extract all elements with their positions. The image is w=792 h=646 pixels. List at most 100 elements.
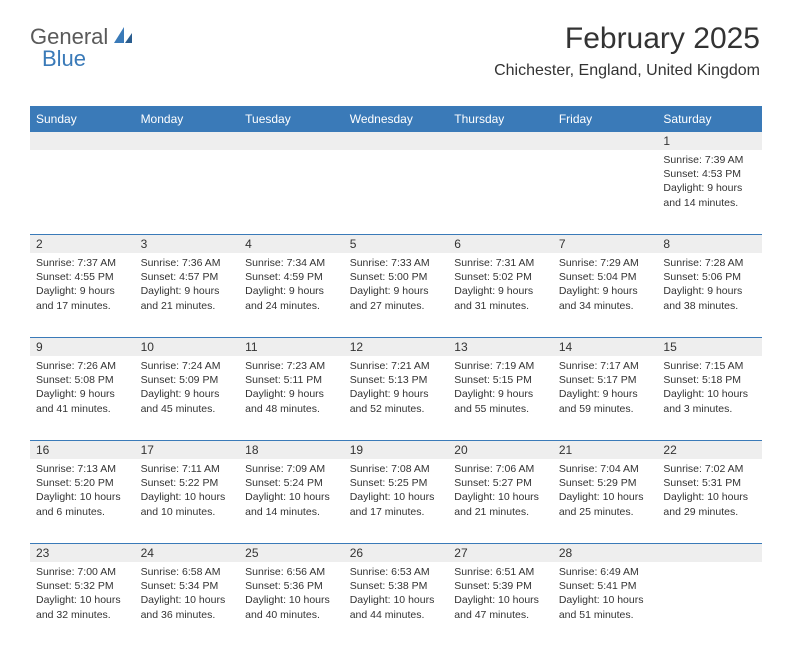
- day-header-mon: Monday: [135, 106, 240, 132]
- daynum-row: 232425262728: [30, 543, 762, 562]
- day-number: 1: [657, 132, 762, 150]
- logo: General Blue: [30, 24, 134, 50]
- daylight-text: Daylight: 9 hours and 55 minutes.: [454, 387, 547, 415]
- sunrise-text: Sunrise: 7:36 AM: [141, 256, 234, 270]
- sunrise-text: Sunrise: 7:04 AM: [559, 462, 652, 476]
- day-header-thu: Thursday: [448, 106, 553, 132]
- sunrise-text: Sunrise: 7:26 AM: [36, 359, 129, 373]
- daylight-text: Daylight: 9 hours and 59 minutes.: [559, 387, 652, 415]
- day-number: 24: [135, 544, 240, 562]
- header: February 2025 Chichester, England, Unite…: [494, 22, 760, 80]
- day-cell: Sunrise: 7:34 AMSunset: 4:59 PMDaylight:…: [239, 253, 344, 337]
- day-number: 22: [657, 441, 762, 459]
- day-number: 8: [657, 235, 762, 253]
- calendar: Sunday Monday Tuesday Wednesday Thursday…: [30, 106, 762, 646]
- day-cell: Sunrise: 7:04 AMSunset: 5:29 PMDaylight:…: [553, 459, 658, 543]
- sunset-text: Sunset: 5:20 PM: [36, 476, 129, 490]
- day-cell: Sunrise: 7:24 AMSunset: 5:09 PMDaylight:…: [135, 356, 240, 440]
- sunset-text: Sunset: 5:25 PM: [350, 476, 443, 490]
- daylight-text: Daylight: 9 hours and 38 minutes.: [663, 284, 756, 312]
- sunset-text: Sunset: 5:18 PM: [663, 373, 756, 387]
- day-cell: Sunrise: 7:33 AMSunset: 5:00 PMDaylight:…: [344, 253, 449, 337]
- sunrise-text: Sunrise: 7:17 AM: [559, 359, 652, 373]
- day-number: 27: [448, 544, 553, 562]
- day-number: 10: [135, 338, 240, 356]
- sunset-text: Sunset: 5:06 PM: [663, 270, 756, 284]
- sunrise-text: Sunrise: 7:02 AM: [663, 462, 756, 476]
- day-number: 7: [553, 235, 658, 253]
- day-cell: [448, 150, 553, 234]
- sunrise-text: Sunrise: 6:56 AM: [245, 565, 338, 579]
- daylight-text: Daylight: 9 hours and 48 minutes.: [245, 387, 338, 415]
- daylight-text: Daylight: 10 hours and 17 minutes.: [350, 490, 443, 518]
- sunset-text: Sunset: 5:38 PM: [350, 579, 443, 593]
- day-cell: [135, 150, 240, 234]
- daynum-row: 9101112131415: [30, 337, 762, 356]
- day-number: 15: [657, 338, 762, 356]
- daynum-row: 16171819202122: [30, 440, 762, 459]
- sunset-text: Sunset: 5:17 PM: [559, 373, 652, 387]
- day-number: 12: [344, 338, 449, 356]
- sunrise-text: Sunrise: 6:58 AM: [141, 565, 234, 579]
- day-cell: Sunrise: 7:15 AMSunset: 5:18 PMDaylight:…: [657, 356, 762, 440]
- day-number: 4: [239, 235, 344, 253]
- day-number: 17: [135, 441, 240, 459]
- sunrise-text: Sunrise: 7:39 AM: [663, 153, 756, 167]
- day-cell: Sunrise: 7:06 AMSunset: 5:27 PMDaylight:…: [448, 459, 553, 543]
- day-number: 3: [135, 235, 240, 253]
- day-cell: [553, 150, 658, 234]
- day-cell: Sunrise: 7:29 AMSunset: 5:04 PMDaylight:…: [553, 253, 658, 337]
- day-header-fri: Friday: [553, 106, 658, 132]
- day-cell: Sunrise: 6:49 AMSunset: 5:41 PMDaylight:…: [553, 562, 658, 646]
- sunset-text: Sunset: 5:11 PM: [245, 373, 338, 387]
- day-header-wed: Wednesday: [344, 106, 449, 132]
- day-cell: Sunrise: 7:11 AMSunset: 5:22 PMDaylight:…: [135, 459, 240, 543]
- sunset-text: Sunset: 5:39 PM: [454, 579, 547, 593]
- day-cell: Sunrise: 6:56 AMSunset: 5:36 PMDaylight:…: [239, 562, 344, 646]
- sunset-text: Sunset: 5:04 PM: [559, 270, 652, 284]
- day-number: 2: [30, 235, 135, 253]
- daylight-text: Daylight: 10 hours and 29 minutes.: [663, 490, 756, 518]
- day-number: 13: [448, 338, 553, 356]
- day-header-sun: Sunday: [30, 106, 135, 132]
- day-number: 5: [344, 235, 449, 253]
- day-number: 25: [239, 544, 344, 562]
- day-header-tue: Tuesday: [239, 106, 344, 132]
- daylight-text: Daylight: 10 hours and 14 minutes.: [245, 490, 338, 518]
- daylight-text: Daylight: 9 hours and 45 minutes.: [141, 387, 234, 415]
- daylight-text: Daylight: 9 hours and 34 minutes.: [559, 284, 652, 312]
- day-number: [448, 132, 553, 150]
- sunrise-text: Sunrise: 7:15 AM: [663, 359, 756, 373]
- sunrise-text: Sunrise: 7:28 AM: [663, 256, 756, 270]
- day-cell: Sunrise: 6:51 AMSunset: 5:39 PMDaylight:…: [448, 562, 553, 646]
- day-number: 9: [30, 338, 135, 356]
- day-number: [239, 132, 344, 150]
- detail-row: Sunrise: 7:13 AMSunset: 5:20 PMDaylight:…: [30, 459, 762, 543]
- sunrise-text: Sunrise: 7:24 AM: [141, 359, 234, 373]
- sunset-text: Sunset: 5:08 PM: [36, 373, 129, 387]
- weeks-container: 1Sunrise: 7:39 AMSunset: 4:53 PMDaylight…: [30, 132, 762, 646]
- sunrise-text: Sunrise: 7:11 AM: [141, 462, 234, 476]
- day-cell: Sunrise: 7:23 AMSunset: 5:11 PMDaylight:…: [239, 356, 344, 440]
- day-cell: Sunrise: 7:08 AMSunset: 5:25 PMDaylight:…: [344, 459, 449, 543]
- day-cell: Sunrise: 7:17 AMSunset: 5:17 PMDaylight:…: [553, 356, 658, 440]
- day-number: [657, 544, 762, 562]
- day-cell: [344, 150, 449, 234]
- sunset-text: Sunset: 5:13 PM: [350, 373, 443, 387]
- day-cell: Sunrise: 7:00 AMSunset: 5:32 PMDaylight:…: [30, 562, 135, 646]
- daylight-text: Daylight: 10 hours and 40 minutes.: [245, 593, 338, 621]
- day-number: 23: [30, 544, 135, 562]
- sunrise-text: Sunrise: 7:23 AM: [245, 359, 338, 373]
- sunset-text: Sunset: 4:57 PM: [141, 270, 234, 284]
- daynum-row: 2345678: [30, 234, 762, 253]
- sunset-text: Sunset: 5:32 PM: [36, 579, 129, 593]
- day-cell: Sunrise: 7:21 AMSunset: 5:13 PMDaylight:…: [344, 356, 449, 440]
- sunset-text: Sunset: 5:02 PM: [454, 270, 547, 284]
- daylight-text: Daylight: 9 hours and 52 minutes.: [350, 387, 443, 415]
- daylight-text: Daylight: 10 hours and 51 minutes.: [559, 593, 652, 621]
- day-cell: Sunrise: 6:58 AMSunset: 5:34 PMDaylight:…: [135, 562, 240, 646]
- detail-row: Sunrise: 7:37 AMSunset: 4:55 PMDaylight:…: [30, 253, 762, 337]
- day-cell: Sunrise: 7:37 AMSunset: 4:55 PMDaylight:…: [30, 253, 135, 337]
- sunrise-text: Sunrise: 7:37 AM: [36, 256, 129, 270]
- day-number: 11: [239, 338, 344, 356]
